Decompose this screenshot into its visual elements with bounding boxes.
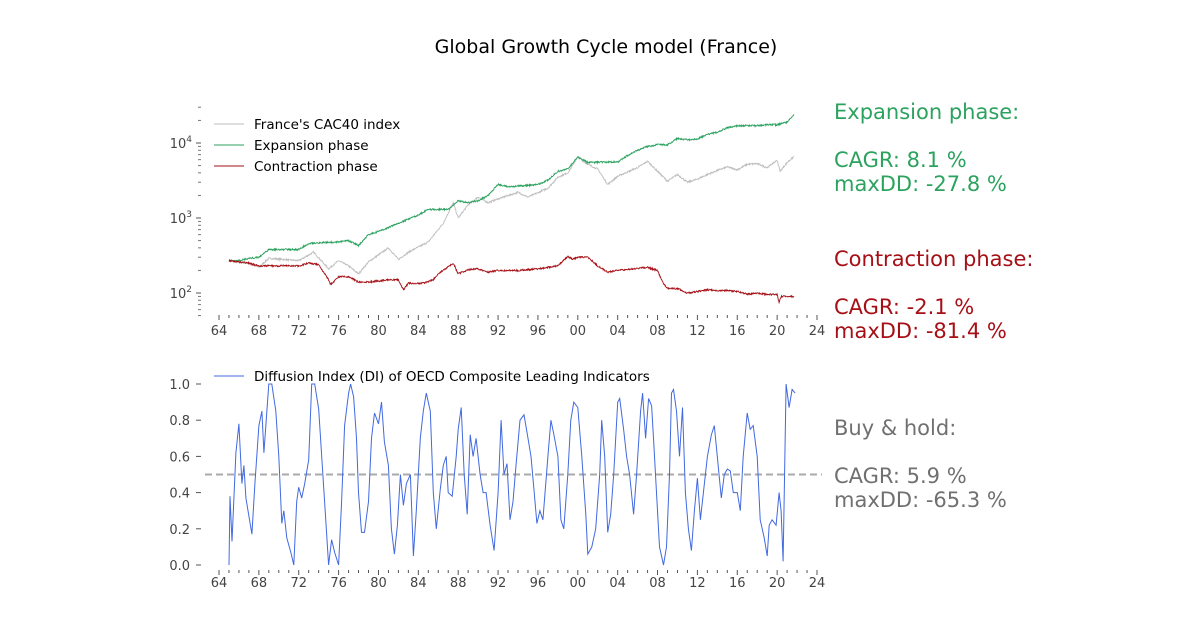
- y-tick-label: 1.0: [169, 378, 190, 393]
- x-tick-label: 96: [530, 324, 547, 339]
- x-tick-label: 08: [649, 576, 666, 591]
- y-tick-label: 0.2: [169, 523, 190, 538]
- chart-title: Global Growth Cycle model (France): [435, 36, 778, 58]
- x-tick-label: 24: [809, 324, 826, 339]
- buyhold-heading: Buy & hold:: [834, 416, 957, 440]
- top-chart: 102 103 104 64 68 72 76 80 84 88 92 96 00 04 08 12 16 20 2…: [170, 106, 826, 339]
- contraction-stats: Contraction phase: CAGR: -2.1 % maxDD: -…: [834, 247, 1033, 343]
- x-tick-label: 04: [609, 324, 626, 339]
- x-tick-label: 20: [769, 324, 786, 339]
- legend-label-cac: France's CAC40 index: [254, 117, 400, 133]
- y-tick-label: 103: [170, 210, 192, 227]
- x-tick-label: 04: [609, 576, 626, 591]
- buyhold-stats: Buy & hold: CAGR: 5.9 % maxDD: -65.3 %: [834, 416, 1007, 512]
- x-tick-label: 16: [729, 576, 746, 591]
- x-tick-label: 72: [290, 576, 307, 591]
- x-tick-label: 84: [410, 324, 427, 339]
- x-tick-label: 76: [330, 576, 347, 591]
- y-tick-label: 0.8: [169, 414, 190, 429]
- y-tick-label: 102: [170, 285, 192, 302]
- x-tick-label: 92: [490, 576, 507, 591]
- expansion-maxdd: maxDD: -27.8 %: [834, 172, 1007, 196]
- x-tick-label: 68: [251, 324, 268, 339]
- contraction-heading: Contraction phase:: [834, 247, 1034, 271]
- contraction-cagr: CAGR: -2.1 %: [834, 295, 975, 319]
- x-tick-label: 76: [330, 324, 347, 339]
- x-tick-label: 92: [490, 324, 507, 339]
- x-tick-label: 64: [211, 576, 228, 591]
- x-tick-label: 20: [769, 576, 786, 591]
- expansion-line: [228, 114, 795, 263]
- x-tick-label: 68: [251, 576, 268, 591]
- contraction-maxdd: maxDD: -81.4 %: [834, 319, 1007, 343]
- y-tick-label: 0.4: [169, 487, 190, 502]
- x-tick-label: 00: [570, 576, 587, 591]
- legend-label-di: Diffusion Index (DI) of OECD Composite L…: [254, 369, 650, 385]
- buyhold-cagr: CAGR: 5.9 %: [834, 464, 967, 488]
- x-tick-label: 24: [809, 576, 826, 591]
- y-tick-label: 0.0: [169, 559, 190, 574]
- x-tick-label: 72: [290, 324, 307, 339]
- x-tick-label: 64: [211, 324, 228, 339]
- x-tick-label: 88: [450, 576, 467, 591]
- x-tick-label: 84: [410, 576, 427, 591]
- x-tick-label: 00: [570, 324, 587, 339]
- x-tick-label: 80: [370, 324, 387, 339]
- expansion-stats: Expansion phase: CAGR: 8.1 % maxDD: -27.…: [834, 100, 1019, 196]
- y-tick-label: 0.6: [169, 450, 190, 465]
- expansion-cagr: CAGR: 8.1 %: [834, 148, 967, 172]
- legend-label-expansion: Expansion phase: [254, 138, 369, 154]
- x-tick-label: 16: [729, 324, 746, 339]
- x-tick-label: 88: [450, 324, 467, 339]
- expansion-heading: Expansion phase:: [834, 100, 1020, 124]
- diffusion-index-line: [228, 383, 796, 566]
- x-tick-label: 12: [689, 576, 706, 591]
- top-legend: France's CAC40 index Expansion phase Con…: [214, 117, 400, 175]
- contraction-line: [228, 255, 795, 305]
- legend-label-contraction: Contraction phase: [254, 159, 378, 175]
- y-tick-label: 104: [170, 135, 193, 152]
- x-tick-label: 12: [689, 324, 706, 339]
- buyhold-maxdd: maxDD: -65.3 %: [834, 488, 1007, 512]
- bottom-legend: Diffusion Index (DI) of OECD Composite L…: [214, 369, 650, 385]
- x-tick-label: 08: [649, 324, 666, 339]
- x-tick-label: 80: [370, 576, 387, 591]
- bottom-chart: 0.0 0.2 0.4 0.6 0.8 1.0 64 68 72 76 80 84 88 92 96 00 04…: [169, 378, 825, 591]
- x-tick-label: 96: [530, 576, 547, 591]
- cac40-line: [228, 155, 795, 275]
